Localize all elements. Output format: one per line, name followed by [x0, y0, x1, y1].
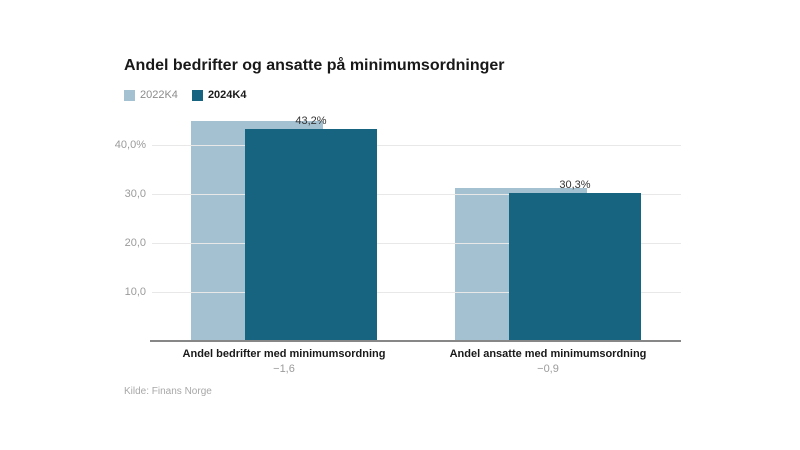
gridline-20: [152, 243, 681, 244]
legend-item-2022K4: 2022K4: [124, 89, 178, 101]
bar-value-label-0: 43,2%: [295, 115, 327, 128]
legend-label: 2024K4: [207, 89, 247, 101]
bar-value-label-1: 30,3%: [559, 178, 591, 191]
legend-item-2024K4: 2024K4: [191, 89, 247, 101]
y-tick-label-20: 20,0: [124, 237, 146, 249]
legend-label: 2022K4: [140, 89, 178, 101]
source-note: Kilde: Finans Norge: [124, 386, 212, 397]
x-category-change-0: −1,6: [273, 363, 295, 375]
x-category-change-1: −0,9: [537, 363, 559, 375]
chart-title: Andel bedrifter og ansatte på minimumsor…: [124, 57, 505, 74]
legend-swatch-icon: [124, 89, 135, 101]
y-tick-label-40: 40,0%: [114, 139, 146, 151]
x-category-label-0: Andel bedrifter med minimumsordning: [182, 348, 386, 360]
y-tick-label-30: 30,0: [124, 188, 146, 200]
x-category-label-1: Andel ansatte med minimumsordning: [449, 348, 647, 360]
y-tick-label-10: 10,0: [124, 286, 146, 298]
bar-2024K4-1[interactable]: [509, 192, 641, 341]
x-axis-line: [150, 340, 681, 342]
gridline-10: [152, 292, 681, 293]
legend-swatch-icon: [191, 89, 203, 101]
chart-legend: 2022K4 2024K4: [124, 89, 246, 101]
gridline-40: [152, 145, 681, 146]
bar-2024K4-0[interactable]: [245, 129, 377, 341]
gridline-30: [152, 194, 681, 195]
